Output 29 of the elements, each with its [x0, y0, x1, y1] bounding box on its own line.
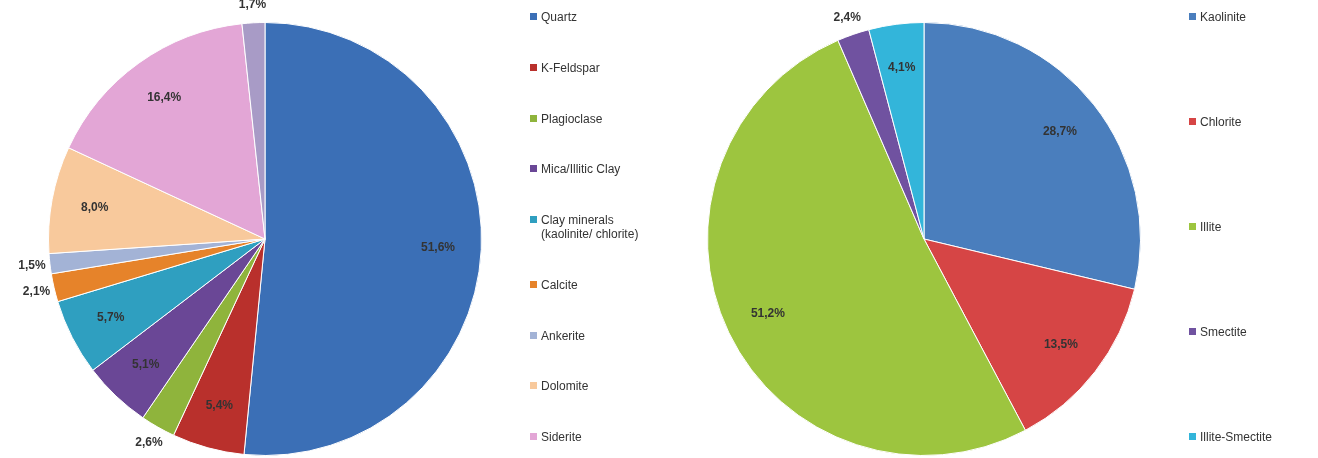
- data-label: 2,6%: [135, 435, 163, 450]
- data-label: 51,6%: [420, 239, 456, 254]
- legend-label: Smectite: [1200, 325, 1247, 339]
- legend-label: K-Feldspar: [541, 60, 600, 75]
- data-label: 4,1%: [888, 59, 916, 74]
- data-label: 2,1%: [22, 284, 51, 299]
- legend-label: Dolomite: [541, 379, 589, 394]
- legend-label: Illite-Smectite: [1200, 430, 1273, 444]
- data-label: 1,5%: [18, 258, 47, 273]
- data-label: 51,2%: [750, 306, 786, 321]
- data-label: 13,5%: [1043, 337, 1079, 352]
- legend-label: Ankerite: [541, 328, 586, 343]
- legend-label: Clay minerals (kaolinite/ chlorite): [541, 213, 640, 241]
- data-label: 28,7%: [1042, 123, 1078, 138]
- data-label: 5,1%: [132, 356, 160, 371]
- legend-label: Mica/Illitic Clay: [541, 162, 621, 177]
- legend-label: Quartz: [541, 10, 578, 24]
- data-label: 5,4%: [205, 398, 234, 413]
- legend-label: Illite: [1200, 220, 1222, 234]
- legend-label: Plagioclase: [541, 111, 603, 126]
- data-label: 8,0%: [81, 199, 109, 214]
- legend-label: Kaolinite: [1200, 10, 1247, 24]
- data-label: 5,7%: [97, 310, 125, 325]
- data-label: 2,4%: [833, 9, 862, 24]
- data-label: 16,4%: [147, 90, 182, 105]
- legend-label: Calcite: [541, 277, 578, 292]
- legend-label: Siderite: [541, 430, 582, 444]
- legend-label: Chlorite: [1200, 115, 1242, 129]
- data-label: 1,7%: [238, 0, 267, 12]
